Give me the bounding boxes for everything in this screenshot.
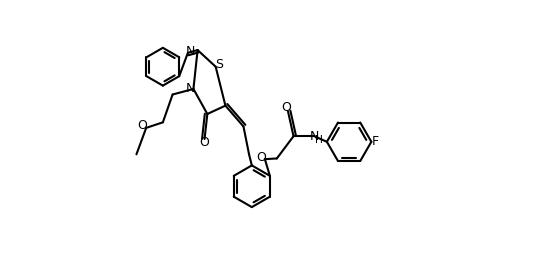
- Text: H: H: [315, 135, 323, 145]
- Text: N: N: [186, 82, 195, 95]
- Text: F: F: [372, 135, 379, 148]
- Text: N: N: [185, 46, 195, 58]
- Text: O: O: [257, 151, 266, 164]
- Text: N: N: [310, 130, 320, 143]
- Text: S: S: [215, 58, 223, 71]
- Text: O: O: [281, 101, 292, 114]
- Text: O: O: [200, 136, 209, 149]
- Text: O: O: [137, 119, 147, 132]
